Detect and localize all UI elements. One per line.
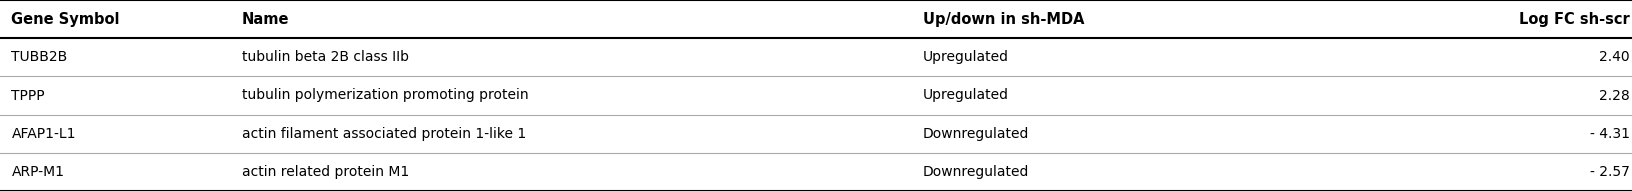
Text: Downregulated: Downregulated (922, 127, 1028, 141)
Text: AFAP1-L1: AFAP1-L1 (11, 127, 75, 141)
Text: Name: Name (242, 12, 289, 27)
Text: TUBB2B: TUBB2B (11, 50, 67, 64)
Text: Gene Symbol: Gene Symbol (11, 12, 119, 27)
Text: Upregulated: Upregulated (922, 88, 1009, 103)
Text: Downregulated: Downregulated (922, 165, 1028, 179)
Text: actin related protein M1: actin related protein M1 (242, 165, 408, 179)
Text: 2.40: 2.40 (1598, 50, 1629, 64)
Text: tubulin polymerization promoting protein: tubulin polymerization promoting protein (242, 88, 529, 103)
Text: - 2.57: - 2.57 (1590, 165, 1629, 179)
Text: Log FC sh-scr: Log FC sh-scr (1518, 12, 1629, 27)
Text: actin filament associated protein 1-like 1: actin filament associated protein 1-like… (242, 127, 526, 141)
Text: Upregulated: Upregulated (922, 50, 1009, 64)
Text: Up/down in sh-MDA: Up/down in sh-MDA (922, 12, 1084, 27)
Text: TPPP: TPPP (11, 88, 46, 103)
Text: ARP-M1: ARP-M1 (11, 165, 64, 179)
Text: 2.28: 2.28 (1598, 88, 1629, 103)
Text: - 4.31: - 4.31 (1590, 127, 1629, 141)
Text: tubulin beta 2B class IIb: tubulin beta 2B class IIb (242, 50, 408, 64)
